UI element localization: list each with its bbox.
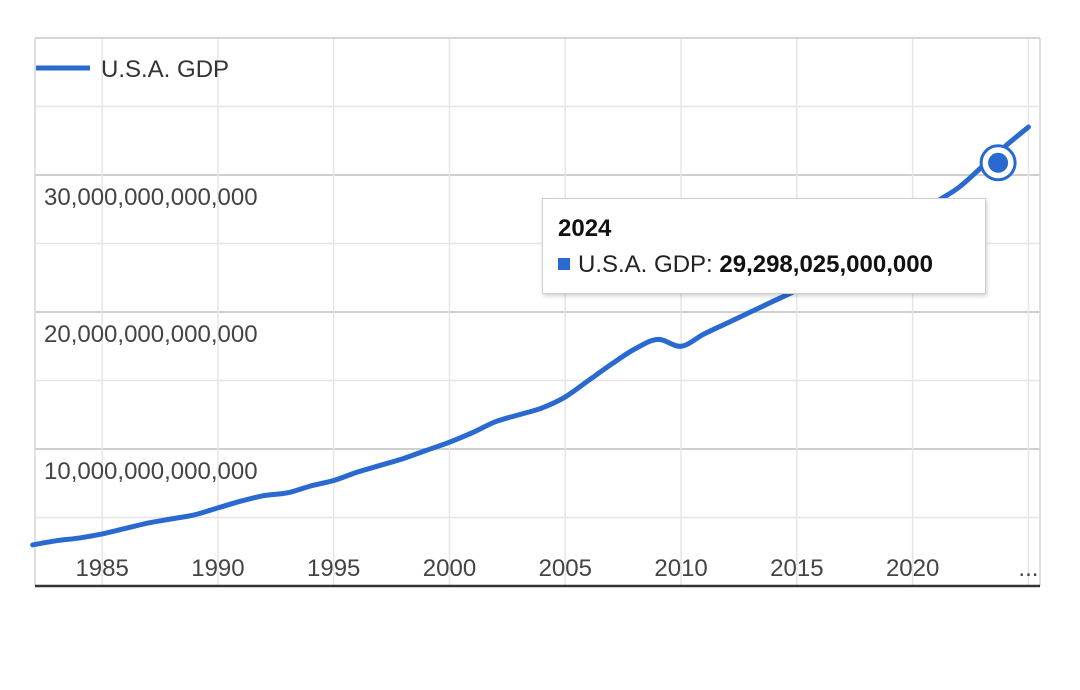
- data-point: [169, 516, 174, 521]
- data-point: [540, 405, 545, 410]
- data-point: [378, 463, 383, 468]
- axis-layer: 10,000,000,000,000 20,000,000,000,000 30,0…: [35, 184, 1040, 588]
- data-point: [493, 419, 498, 424]
- highlight-marker-dot: [988, 152, 1009, 173]
- data-point: [354, 470, 359, 475]
- y-tick-label: 20,000,000,000,000: [44, 321, 258, 348]
- data-point: [239, 499, 244, 504]
- data-point: [30, 542, 35, 547]
- data-point: [725, 320, 730, 325]
- data-point: [632, 346, 637, 351]
- data-point: [100, 531, 105, 536]
- data-point: [192, 512, 197, 517]
- grid-layer: [34, 37, 1041, 586]
- data-point: [586, 378, 591, 383]
- tooltip-value: 29,298,025,000,000: [719, 251, 933, 278]
- marker-layer: [979, 144, 1017, 182]
- data-point: [470, 430, 475, 435]
- data-point: [76, 536, 81, 541]
- legend[interactable]: U.S.A. GDP: [36, 56, 229, 83]
- data-point: [146, 520, 151, 525]
- data-point: [123, 526, 128, 531]
- data-point: [563, 394, 568, 399]
- data-point: [447, 440, 452, 445]
- x-tick-label: 2010: [654, 555, 707, 582]
- tooltip-series-label: U.S.A. GDP:: [578, 251, 713, 278]
- data-point: [262, 493, 267, 498]
- tooltip-year: 2024: [558, 215, 612, 242]
- y-tick-label: 30,000,000,000,000: [44, 184, 258, 211]
- x-tick-label: 1990: [191, 555, 244, 582]
- data-point: [424, 448, 429, 453]
- data-point: [53, 538, 58, 543]
- data-tooltip: 2024 U.S.A. GDP: 29,298,025,000,000: [542, 198, 986, 294]
- x-tick-label: 2020: [886, 555, 939, 582]
- x-tick-label: 2000: [423, 555, 476, 582]
- x-tick-label: 1995: [307, 555, 360, 582]
- data-point: [331, 478, 336, 483]
- x-tick-label: 2005: [539, 555, 592, 582]
- x-tick-label: 1985: [75, 555, 128, 582]
- data-point: [679, 344, 684, 349]
- data-point: [401, 456, 406, 461]
- data-point: [285, 490, 290, 495]
- data-point: [748, 310, 753, 315]
- data-point: [771, 299, 776, 304]
- y-tick-label: 10,000,000,000,000: [44, 458, 258, 485]
- data-point: [956, 185, 961, 190]
- x-tick-label: ...: [1018, 555, 1038, 582]
- x-tick-label: 2015: [770, 555, 823, 582]
- data-point: [308, 483, 313, 488]
- data-point: [655, 337, 660, 342]
- data-point: [516, 412, 521, 417]
- data-point: [215, 505, 220, 510]
- legend-label: U.S.A. GDP: [101, 56, 229, 83]
- data-point: [702, 331, 707, 336]
- tooltip-series-swatch: [558, 258, 570, 270]
- data-point: [609, 362, 614, 367]
- data-point: [1026, 125, 1031, 130]
- tooltip-row: U.S.A. GDP: 29,298,025,000,000: [558, 251, 985, 279]
